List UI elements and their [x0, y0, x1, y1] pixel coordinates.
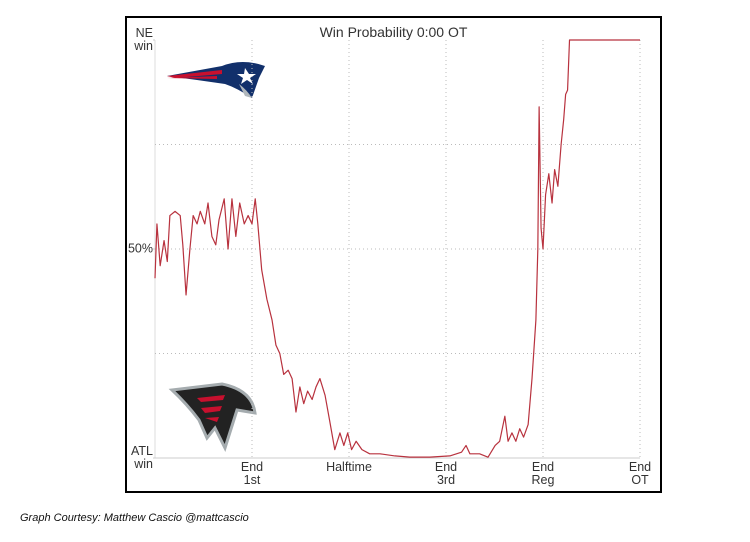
y-tick-label: NE win [134, 26, 153, 53]
win-probability-line [154, 39, 640, 458]
x-tick-label: End 3rd [434, 460, 458, 487]
x-tick-label: End Reg [531, 460, 555, 487]
x-tick-label: End 1st [240, 460, 264, 487]
x-tick-label: Halftime [326, 460, 372, 474]
caption: Graph Courtesy: Matthew Cascio @mattcasc… [20, 512, 249, 524]
chart-frame: Win Probability 0:00 OT End 1st Halftime E… [125, 16, 662, 493]
y-tick-label: ATL win [131, 444, 153, 471]
chart [153, 39, 641, 459]
x-tick-label: End OT [628, 460, 652, 487]
y-tick-label: 50% [127, 241, 153, 256]
patriots-logo [167, 62, 265, 98]
falcons-logo [168, 382, 257, 452]
chart-title: Win Probability 0:00 OT [319, 24, 468, 40]
